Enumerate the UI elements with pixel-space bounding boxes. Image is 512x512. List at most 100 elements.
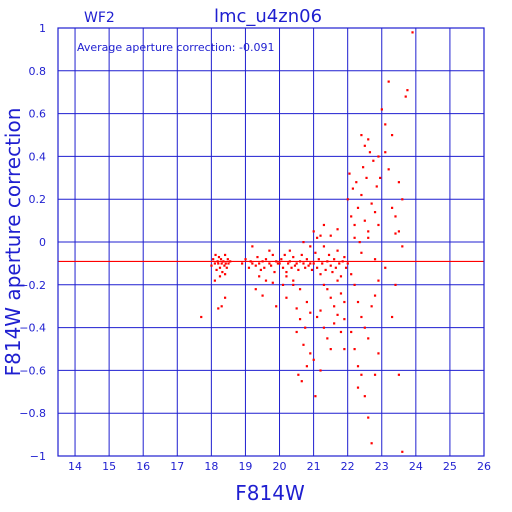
data-point [298, 288, 302, 291]
data-point [309, 245, 312, 248]
data-point [319, 234, 322, 237]
data-point [314, 251, 317, 254]
data-point [384, 123, 387, 126]
data-point [329, 264, 332, 267]
data-point [304, 326, 307, 329]
data-point [363, 144, 366, 147]
data-point [394, 215, 397, 218]
data-point [278, 262, 281, 265]
data-point [280, 258, 283, 261]
data-point [305, 365, 308, 368]
data-point [336, 313, 339, 316]
data-point [367, 337, 370, 340]
data-point [287, 262, 290, 265]
data-point [275, 305, 278, 308]
x-tick-label: 18 [204, 460, 218, 473]
data-point [271, 281, 274, 284]
data-point [223, 273, 227, 276]
data-point [387, 80, 390, 83]
data-point [256, 255, 259, 259]
data-point [309, 352, 312, 355]
x-tick-label: 23 [375, 460, 389, 473]
data-point [406, 89, 409, 92]
data-point [322, 245, 326, 248]
data-point [363, 326, 366, 329]
data-point [397, 181, 400, 184]
data-point [316, 315, 319, 319]
data-point [241, 262, 244, 265]
grid [58, 27, 485, 457]
chart-title: lmc_u4zn06 [214, 6, 322, 27]
x-tick-label: 19 [238, 460, 252, 473]
data-point [329, 348, 332, 351]
data-point [292, 283, 295, 286]
data-point [326, 260, 329, 263]
data-point [350, 330, 353, 334]
data-point [353, 348, 356, 351]
data-point [224, 262, 227, 265]
data-point [319, 273, 322, 276]
y-tick-label: 0.2 [29, 193, 47, 206]
data-point [216, 260, 219, 263]
data-point [225, 266, 228, 269]
data-point [316, 266, 319, 269]
data-point [373, 211, 377, 214]
data-point [300, 253, 303, 257]
data-point [379, 176, 382, 179]
data-point [346, 262, 349, 265]
data-point [322, 283, 326, 286]
data-point [297, 268, 300, 272]
data-point [372, 159, 375, 162]
data-point [411, 31, 414, 34]
data-point [322, 223, 326, 227]
data-point [375, 185, 378, 188]
data-point [363, 219, 366, 222]
data-point [377, 279, 380, 282]
y-tick-label: 0.8 [29, 65, 47, 78]
data-point [401, 450, 404, 453]
data-point [348, 172, 351, 175]
y-tick-label: 0.4 [29, 150, 47, 163]
x-tick-label: 16 [136, 460, 150, 473]
data-point [251, 262, 254, 265]
data-point [326, 288, 329, 291]
data-point [343, 255, 346, 259]
data-point [343, 318, 346, 321]
data-point [356, 300, 360, 304]
data-point [305, 258, 308, 261]
y-tick-labels: −1 −0.8 −0.6 −0.4 −0.2 0 0.2 0.4 0.6 0.8 1 [19, 22, 46, 463]
data-point [397, 373, 400, 376]
data-point [339, 330, 343, 334]
data-point [247, 266, 251, 269]
data-point [367, 138, 370, 141]
data-point [401, 245, 404, 248]
data-point [275, 260, 278, 263]
data-point [321, 262, 324, 265]
data-point [394, 232, 397, 235]
data-point [360, 373, 363, 376]
data-point [214, 253, 217, 257]
x-tick-label: 20 [273, 460, 287, 473]
data-point [390, 206, 394, 209]
y-tick-label: 1 [39, 22, 46, 35]
data-point [292, 255, 295, 259]
y-tick-label: −0.2 [19, 279, 46, 292]
x-axis-label: F814W [235, 481, 305, 505]
data-point [295, 330, 298, 334]
data-point [339, 275, 343, 278]
data-point [336, 228, 339, 231]
data-point [360, 134, 363, 137]
data-point [390, 315, 394, 319]
data-point [317, 258, 320, 261]
data-point [355, 181, 358, 184]
data-point [223, 253, 227, 257]
data-point [254, 288, 257, 291]
data-point [200, 315, 203, 319]
y-tick-label: −0.8 [19, 407, 46, 420]
data-point [220, 305, 223, 308]
data-point [343, 348, 346, 351]
data-point [377, 223, 380, 227]
data-point [229, 260, 232, 263]
x-tick-label: 15 [102, 460, 116, 473]
